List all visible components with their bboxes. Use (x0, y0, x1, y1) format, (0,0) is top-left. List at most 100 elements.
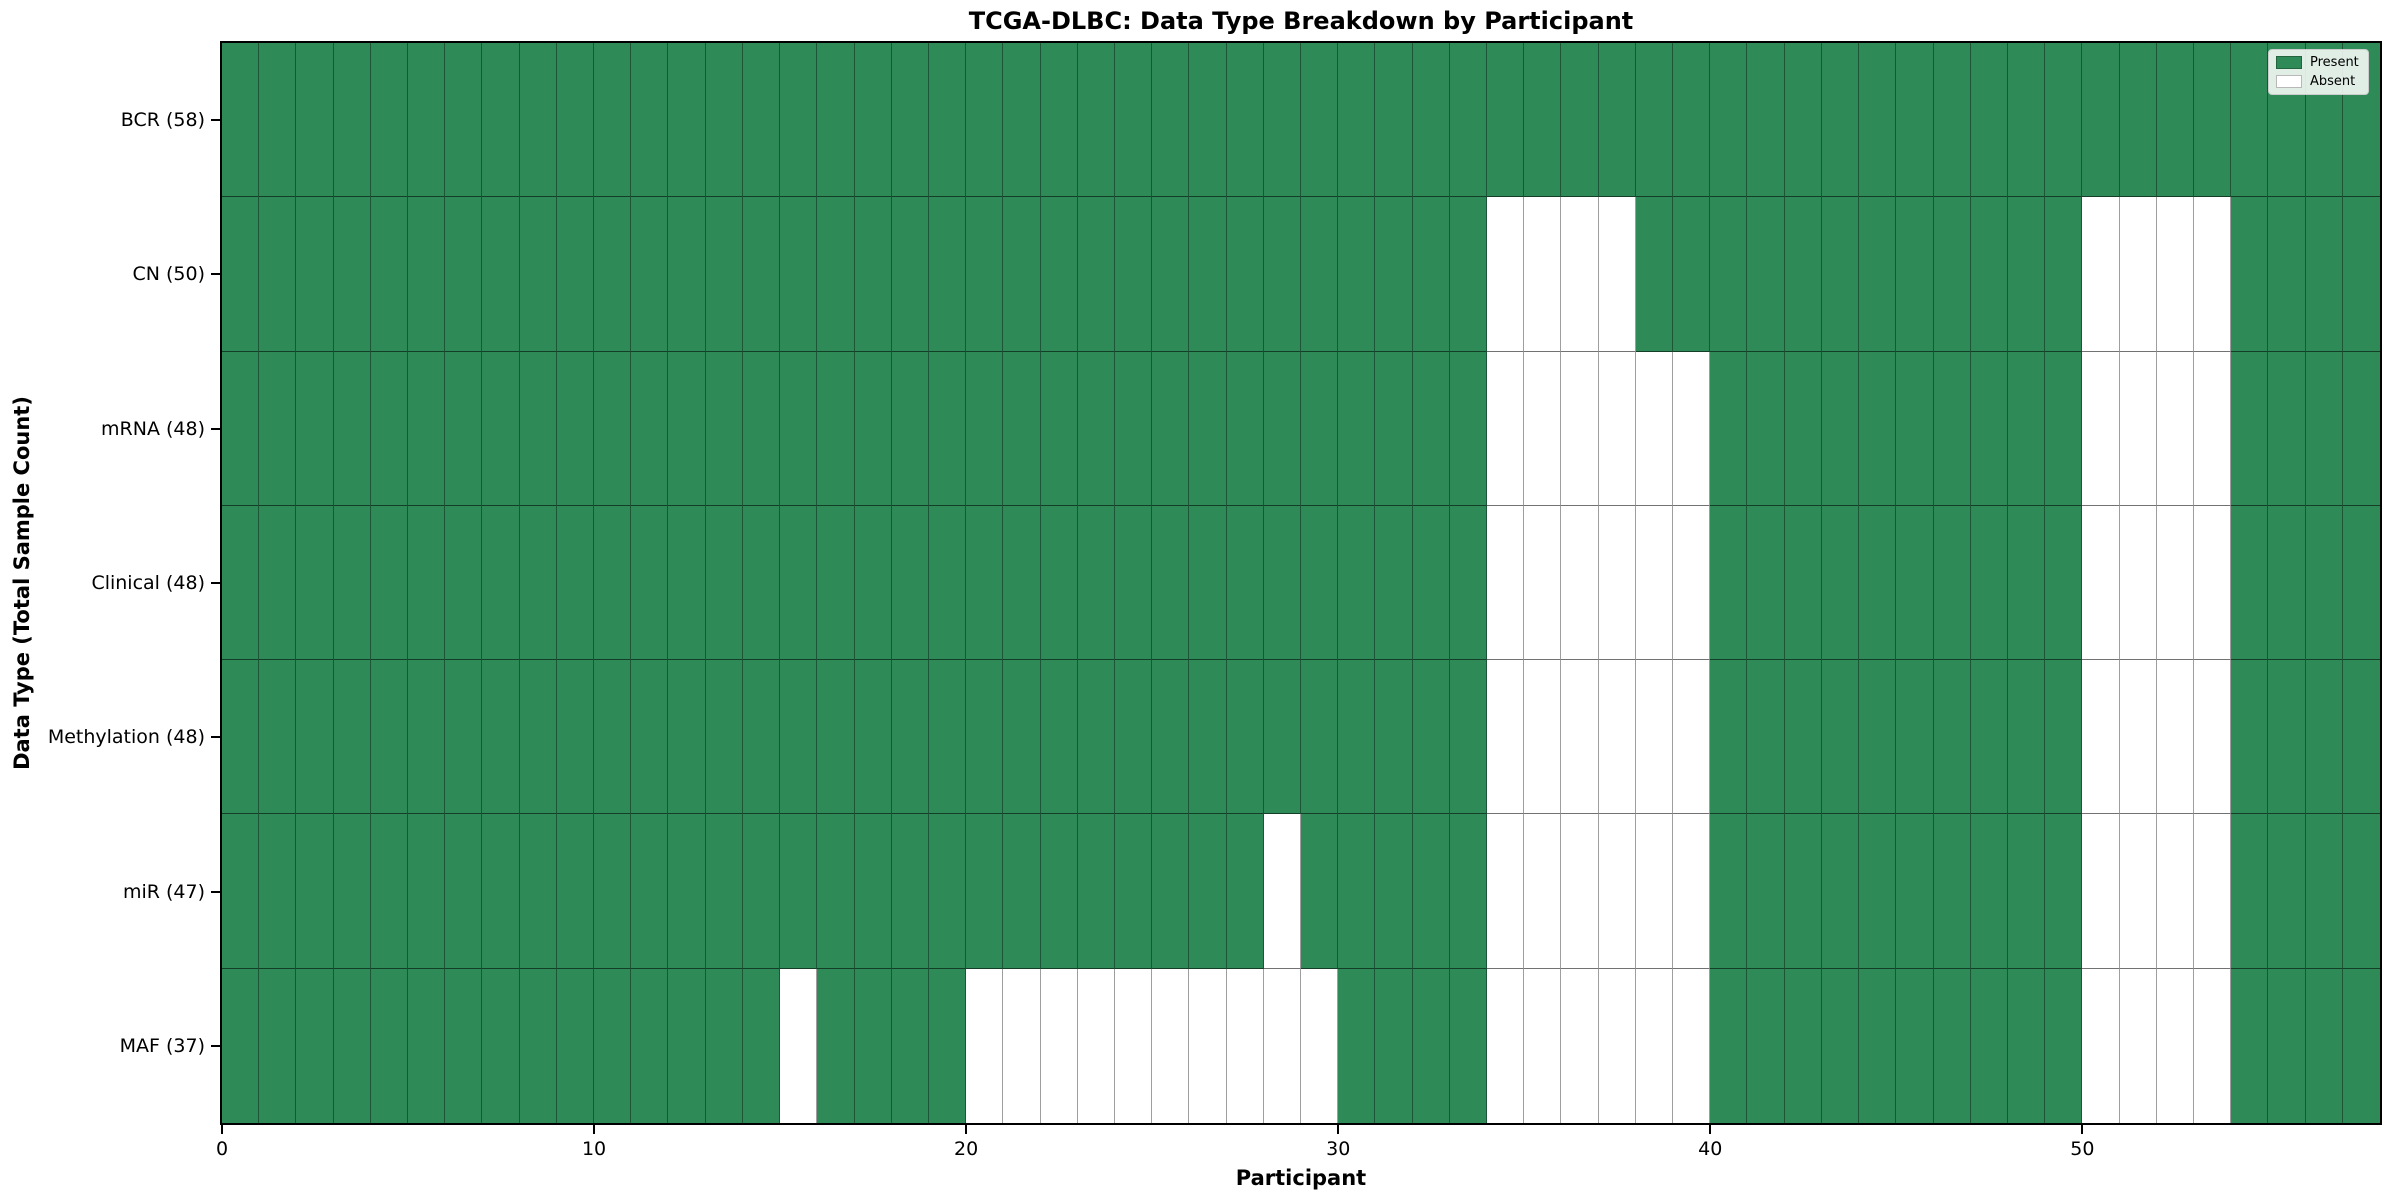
y-axis-tick-label: Clinical (48) (91, 572, 205, 594)
heatmap-cell (1747, 968, 1785, 1123)
heatmap-cell (2045, 197, 2083, 352)
y-axis-tick-label: BCR (58) (120, 109, 205, 132)
x-axis-tick-label: 10 (581, 1138, 607, 1160)
heatmap-cell (519, 968, 557, 1123)
heatmap-cell (1152, 351, 1190, 506)
heatmap-cell (1710, 351, 1748, 506)
heatmap-cell (1189, 351, 1227, 506)
heatmap-cell (891, 660, 929, 815)
heatmap-cell (742, 197, 781, 352)
heatmap-cell (222, 43, 260, 198)
heatmap-cell (1226, 660, 1264, 815)
heatmap-cell (2193, 505, 2232, 661)
heatmap-cell (1114, 968, 1153, 1123)
heatmap-cell (1598, 814, 1636, 969)
heatmap-cell (1673, 43, 1711, 198)
heatmap-cell (1449, 968, 1488, 1123)
heatmap-cell (370, 197, 409, 352)
heatmap-cell (1821, 43, 1860, 198)
heatmap-cell (2045, 505, 2083, 661)
heatmap-cell (1524, 197, 1562, 352)
heatmap-cell (780, 814, 818, 969)
heatmap-cell (817, 505, 855, 661)
heatmap-cell (1859, 197, 1897, 352)
heatmap-cell (966, 351, 1004, 506)
heatmap-cell (1673, 197, 1711, 352)
heatmap-cell (1077, 968, 1115, 1123)
heatmap-cell (854, 351, 892, 506)
heatmap-cell (1933, 197, 1971, 352)
heatmap-cell (2268, 660, 2306, 815)
heatmap-cell (2156, 814, 2194, 969)
heatmap-cell (668, 505, 706, 661)
x-axis-tick (593, 1125, 596, 1134)
heatmap-cell (705, 505, 743, 661)
heatmap-cell (1189, 660, 1227, 815)
heatmap-cell (1859, 814, 1897, 969)
heatmap-cell (631, 814, 669, 969)
heatmap-cell (1226, 197, 1264, 352)
heatmap-cell (1412, 351, 1450, 506)
heatmap-cell (556, 814, 595, 969)
heatmap-cell (2007, 660, 2046, 815)
heatmap-cell (2119, 197, 2157, 352)
heatmap-cell (1301, 197, 1339, 352)
heatmap-cell (1635, 351, 1674, 506)
heatmap-cell (2082, 505, 2120, 661)
heatmap-cell (1152, 505, 1190, 661)
heatmap-cell (2119, 660, 2157, 815)
heatmap-cell (1040, 968, 1078, 1123)
heatmap-cell (2193, 660, 2232, 815)
heatmap-cell (2082, 351, 2120, 506)
heatmap-cell (1747, 43, 1785, 198)
heatmap-cell (1375, 43, 1413, 198)
heatmap-cell (1524, 814, 1562, 969)
heatmap-cell (1412, 968, 1450, 1123)
heatmap-cell (259, 505, 297, 661)
heatmap-cell (631, 968, 669, 1123)
heatmap-cell (854, 43, 892, 198)
heatmap-cell (1189, 43, 1227, 198)
heatmap-cell (1263, 814, 1301, 969)
heatmap-cell (1598, 660, 1636, 815)
heatmap-cell (1970, 197, 2008, 352)
heatmap-cell (1821, 351, 1860, 506)
heatmap-cell (1114, 351, 1153, 506)
heatmap-cell (2156, 43, 2194, 198)
heatmap-cell (1077, 197, 1115, 352)
heatmap-cell (631, 660, 669, 815)
heatmap-cell (1263, 968, 1301, 1123)
heatmap-cell (1338, 43, 1376, 198)
heatmap-cell (1338, 351, 1376, 506)
heatmap-cell (333, 351, 371, 506)
heatmap-cell (891, 968, 929, 1123)
heatmap-cell (1896, 505, 1934, 661)
heatmap-cell (1710, 197, 1748, 352)
heatmap-cell (445, 43, 483, 198)
heatmap-cell (1114, 197, 1153, 352)
heatmap-cell (668, 660, 706, 815)
heatmap-cell (631, 351, 669, 506)
heatmap-cell (1784, 814, 1822, 969)
heatmap-cell (1338, 814, 1376, 969)
heatmap-cell (1114, 505, 1153, 661)
heatmap-cell (1859, 968, 1897, 1123)
heatmap-cell (2193, 968, 2232, 1123)
heatmap-cell (1784, 197, 1822, 352)
heatmap-cell (928, 351, 967, 506)
y-axis-tick-label: miR (47) (122, 880, 205, 903)
heatmap-cell (1710, 43, 1748, 198)
heatmap-cell (2045, 351, 2083, 506)
y-axis-tick (211, 273, 220, 276)
heatmap-cell (2045, 660, 2083, 815)
heatmap-cell (1673, 351, 1711, 506)
heatmap-cell (1710, 968, 1748, 1123)
heatmap-cell (2268, 197, 2306, 352)
heatmap-cell (1040, 814, 1078, 969)
heatmap-cell (222, 814, 260, 969)
heatmap-cell (445, 505, 483, 661)
heatmap-cell (1263, 660, 1301, 815)
heatmap-cell (1003, 505, 1041, 661)
heatmap-cell (1152, 660, 1190, 815)
